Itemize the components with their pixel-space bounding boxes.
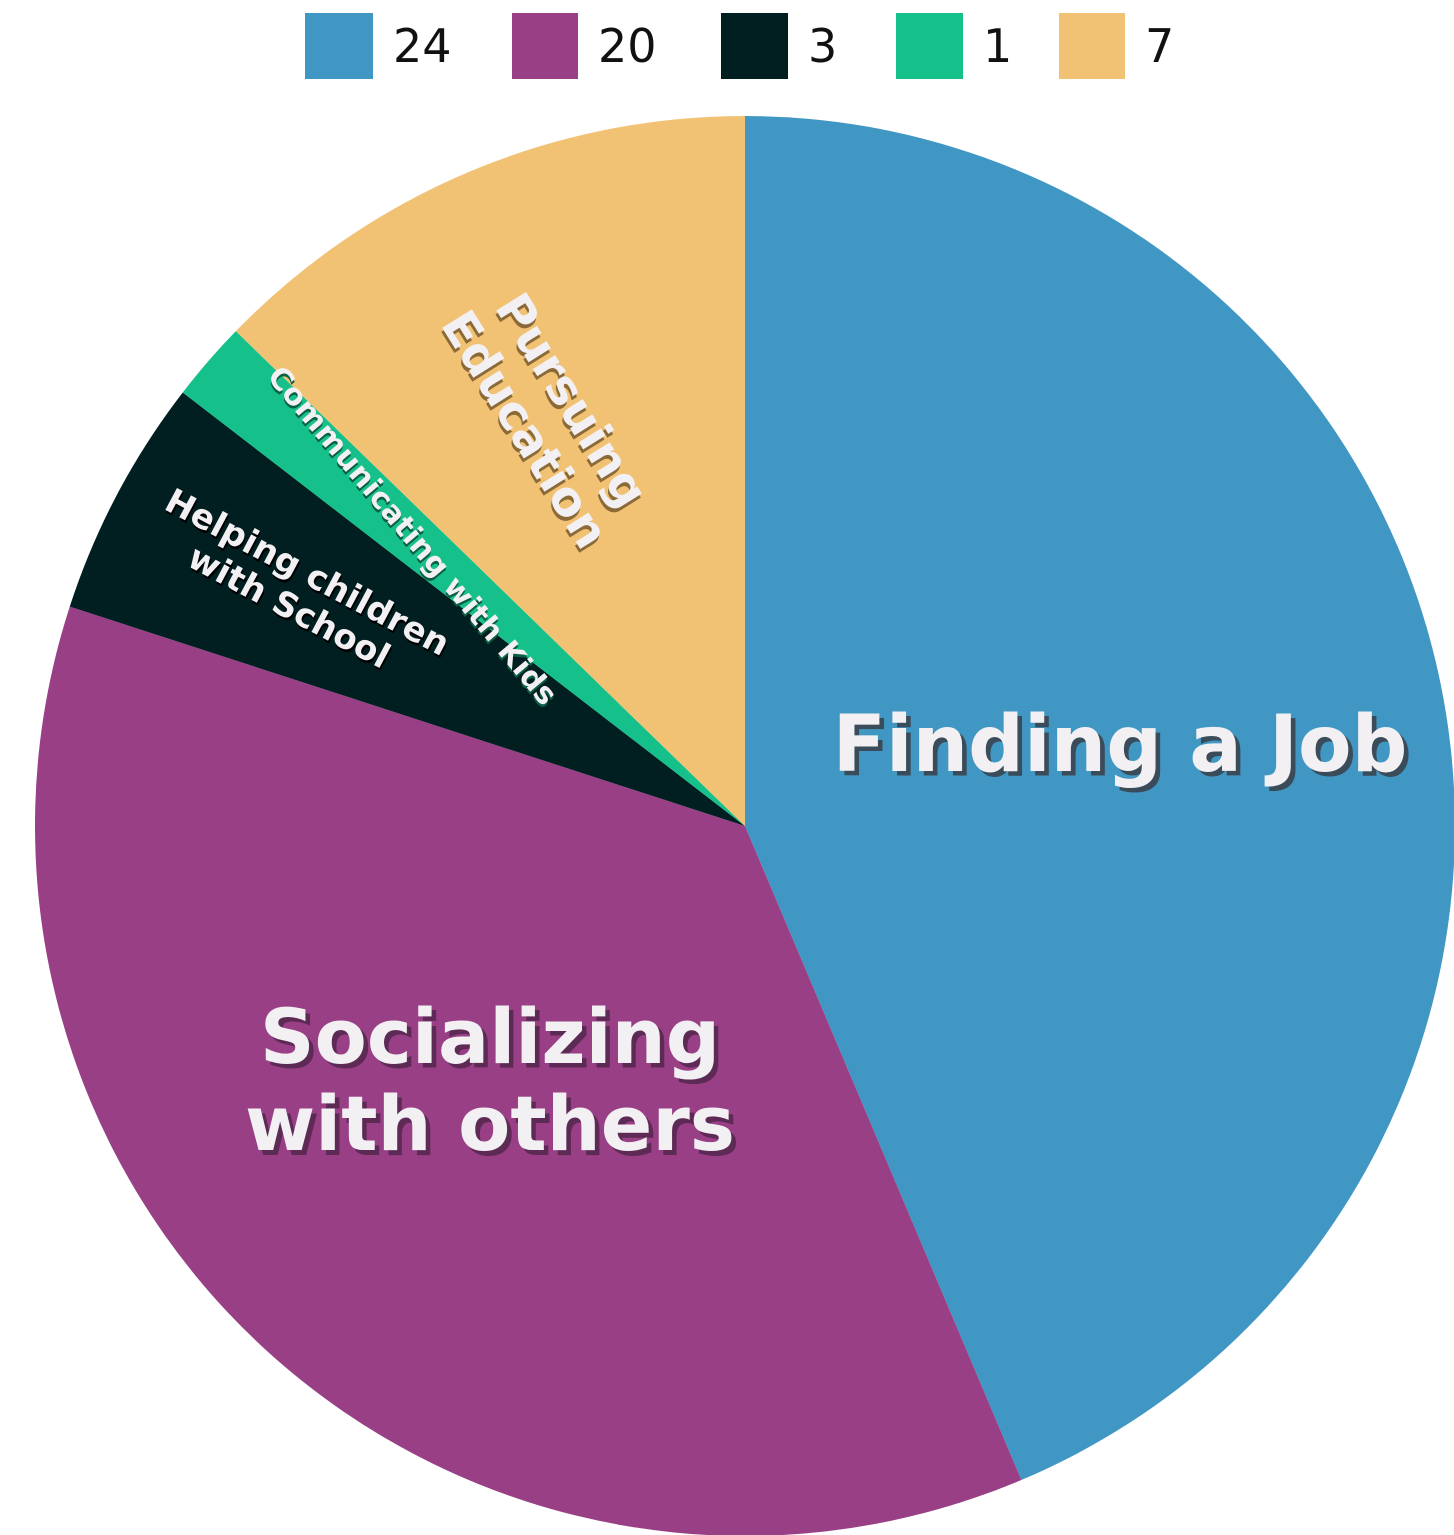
legend-label: 1 <box>983 19 1012 73</box>
pie-slice <box>182 331 745 826</box>
svg-text:with others: with others <box>250 1084 740 1173</box>
svg-text:Socializing: Socializing <box>264 996 724 1085</box>
legend-swatch <box>896 13 963 79</box>
legend-label: 7 <box>1145 19 1174 73</box>
legend: 24 20 3 1 7 <box>305 13 1174 79</box>
legend-swatch <box>305 13 373 79</box>
slice-label-line: Socializing <box>260 992 720 1081</box>
pie-slices <box>35 116 1454 1535</box>
slice-label-line: with others <box>245 1079 735 1168</box>
legend-label: 20 <box>598 19 657 73</box>
legend-swatch <box>512 13 578 79</box>
legend-swatch <box>721 13 788 79</box>
pie-slice <box>745 116 1454 1480</box>
legend-label: 3 <box>808 19 837 73</box>
pie-slice <box>69 392 745 826</box>
pie-slice <box>35 606 1022 1535</box>
pie-slice <box>235 116 745 826</box>
legend-swatch <box>1059 13 1125 79</box>
legend-label: 24 <box>393 19 452 73</box>
svg-text:Finding a Job: Finding a Job <box>837 705 1412 795</box>
slice-label-line: Finding a Job <box>833 700 1408 790</box>
